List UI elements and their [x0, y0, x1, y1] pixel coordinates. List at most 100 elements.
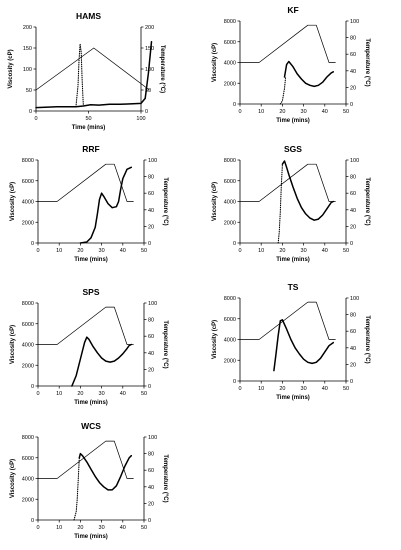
x-axis-label: Time (mins): [74, 534, 108, 540]
y-tick-label: 2000: [224, 358, 236, 364]
y2-tick-label: 40: [148, 208, 154, 214]
x-tick-label: 0: [238, 386, 241, 392]
x-tick-label: 10: [258, 248, 264, 254]
y2-tick-label: 20: [148, 224, 154, 230]
x-tick-label: 0: [34, 116, 37, 122]
y-tick-label: 50: [26, 88, 32, 94]
viscosity-line: [281, 160, 335, 221]
y2-tick-label: 0: [148, 241, 151, 247]
y-tick-label: 2000: [22, 497, 34, 503]
y-tick-label: 8000: [22, 158, 34, 164]
x-tick-label: 40: [120, 248, 126, 254]
viscosity-dotted-line: [279, 76, 287, 105]
y2-tick-label: 0: [350, 379, 353, 385]
x-tick-label: 20: [279, 248, 285, 254]
x-tick-label: 20: [279, 109, 285, 115]
x-tick-label: 30: [99, 525, 105, 531]
y-tick-label: 8000: [224, 296, 236, 302]
x-axis-label: Time (mins): [276, 395, 310, 401]
temperature-line: [35, 47, 150, 91]
viscosity-line: [273, 319, 335, 372]
x-axis-label: Time (mins): [72, 125, 106, 131]
x-tick-label: 0: [238, 248, 241, 254]
y-axis-label: Viscosity (cP): [10, 182, 16, 221]
x-tick-label: 50: [343, 386, 349, 392]
chart-title: SGS: [284, 144, 302, 154]
y-tick-label: 2000: [224, 81, 236, 87]
x-tick-label: 40: [120, 391, 126, 397]
x-tick-label: 20: [77, 248, 83, 254]
y-tick-label: 6000: [224, 40, 236, 46]
y2-tick-label: 60: [350, 191, 356, 197]
temperature-line: [239, 163, 336, 202]
y-tick-label: 0: [31, 518, 34, 524]
y2-tick-label: 60: [350, 52, 356, 58]
y-axis-label: Viscosity (cP): [8, 49, 14, 88]
y2-tick-label: 200: [145, 25, 154, 31]
y2-axis-label: Temperature (°C): [364, 315, 370, 363]
y-tick-label: 2000: [224, 220, 236, 226]
chart-title: SPS: [82, 287, 99, 297]
x-tick-label: 20: [77, 391, 83, 397]
y2-tick-label: 150: [145, 46, 154, 52]
viscosity-dotted-line: [277, 163, 283, 244]
x-tick-label: 10: [258, 386, 264, 392]
y2-tick-label: 20: [148, 501, 154, 507]
viscosity-dotted-line: [75, 43, 84, 108]
x-tick-label: 10: [56, 248, 62, 254]
x-axis-label: Time (mins): [276, 118, 310, 124]
chart-title: KF: [287, 5, 298, 15]
x-tick-label: 100: [136, 116, 145, 122]
y-axis-label: Viscosity (cP): [10, 459, 16, 498]
x-tick-label: 10: [258, 109, 264, 115]
y2-tick-label: 100: [148, 158, 157, 164]
y2-axis-label: Temperature (°C): [364, 38, 370, 86]
y2-axis-label: Temperature (°C): [159, 45, 165, 93]
y2-axis-label: Temperature (°C): [162, 177, 168, 225]
y-tick-label: 6000: [224, 317, 236, 323]
y-tick-label: 8000: [22, 435, 34, 441]
y2-axis-label: Temperature (°C): [364, 177, 370, 225]
y2-tick-label: 80: [350, 313, 356, 319]
x-tick-label: 30: [301, 386, 307, 392]
y-tick-label: 0: [31, 241, 34, 247]
y2-tick-label: 0: [148, 384, 151, 390]
y2-tick-label: 80: [148, 318, 154, 324]
x-tick-label: 20: [279, 386, 285, 392]
y2-tick-label: 60: [350, 329, 356, 335]
y2-tick-label: 100: [148, 301, 157, 307]
y2-tick-label: 40: [350, 208, 356, 214]
y-tick-label: 2000: [22, 220, 34, 226]
y2-tick-label: 60: [148, 334, 154, 340]
chart-title: HAMS: [76, 11, 101, 21]
x-tick-label: 40: [120, 525, 126, 531]
x-tick-label: 50: [141, 248, 147, 254]
viscosity-line: [71, 336, 133, 387]
y2-tick-label: 80: [148, 175, 154, 181]
y-tick-label: 0: [29, 109, 32, 115]
x-tick-label: 50: [85, 116, 91, 122]
y2-axis-label: Temperature (°C): [162, 454, 168, 502]
chart-panel-ts: TS0 10 20 30 40 50020004000600080000204060801…: [212, 282, 370, 401]
y2-tick-label: 40: [148, 351, 154, 357]
y2-tick-label: 100: [145, 67, 154, 73]
x-tick-label: 30: [301, 109, 307, 115]
y2-tick-label: 100: [148, 435, 157, 441]
y-tick-label: 6000: [224, 179, 236, 185]
viscosity-dotted-line: [73, 457, 80, 521]
x-tick-label: 30: [301, 248, 307, 254]
y-tick-label: 4000: [22, 200, 34, 206]
x-tick-label: 50: [343, 248, 349, 254]
y-tick-label: 6000: [22, 322, 34, 328]
x-tick-label: 0: [36, 248, 39, 254]
y2-axis-label: Temperature (°C): [162, 320, 168, 368]
y2-tick-label: 80: [350, 36, 356, 42]
y-tick-label: 0: [31, 384, 34, 390]
temperature-line: [37, 440, 134, 479]
viscosity-line: [79, 166, 133, 244]
